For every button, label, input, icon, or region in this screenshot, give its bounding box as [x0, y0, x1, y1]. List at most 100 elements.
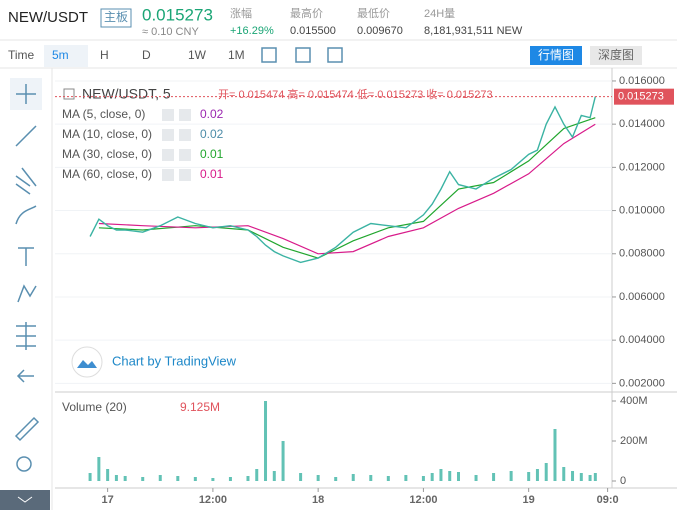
- trendline-tool[interactable]: [15, 125, 37, 147]
- tv-logo: [71, 346, 103, 378]
- collapse-arrow: [17, 496, 33, 503]
- stat-label: 最低价: [357, 7, 390, 20]
- volume-bar: [535, 469, 539, 481]
- compare-icon[interactable]: [261, 47, 277, 63]
- pattern-tool[interactable]: [17, 284, 37, 303]
- y-tick-label: 400M: [620, 395, 648, 407]
- indicator-close[interactable]: [179, 149, 191, 161]
- y-tick-label: 0: [620, 475, 626, 487]
- volume-bar: [158, 475, 162, 481]
- collapse[interactable]: [0, 490, 50, 510]
- volume-bar: [439, 469, 443, 481]
- indicator-value: 0.02: [200, 127, 224, 141]
- volume-bar: [430, 473, 434, 481]
- fib-tool[interactable]: [15, 167, 37, 195]
- volume-bar: [114, 475, 118, 481]
- interval-button[interactable]: H: [100, 48, 109, 62]
- volume-bar: [579, 473, 583, 481]
- prediction-tool[interactable]: [16, 322, 36, 350]
- indicator-name: MA (5, close, 0): [62, 107, 145, 121]
- volume-bar: [456, 472, 460, 481]
- volume-bar: [193, 477, 197, 481]
- view-button[interactable]: 行情图: [538, 48, 574, 62]
- interval-button[interactable]: 1M: [228, 48, 245, 62]
- collapse-box[interactable]: [63, 88, 75, 100]
- indicator-close[interactable]: [179, 129, 191, 141]
- interval-button[interactable]: D: [142, 48, 151, 62]
- back-tool[interactable]: [16, 369, 34, 383]
- indicator-settings[interactable]: [162, 129, 174, 141]
- volume-bar: [369, 475, 373, 481]
- volume-bar: [571, 471, 575, 481]
- time-button[interactable]: Time: [8, 48, 35, 62]
- volume-bar: [351, 474, 355, 481]
- indicator-settings[interactable]: [162, 109, 174, 121]
- indicator-close[interactable]: [179, 109, 191, 121]
- indicator-settings[interactable]: [162, 149, 174, 161]
- ruler-tool[interactable]: [14, 416, 40, 442]
- volume-bar: [141, 477, 145, 481]
- volume-value: 9.125M: [180, 400, 220, 414]
- y-tick-label: 0.016000: [619, 75, 665, 87]
- indicator-icon[interactable]: [295, 47, 311, 63]
- crosshair-tool[interactable]: [16, 84, 36, 104]
- volume-bar: [88, 473, 92, 481]
- tv-logo-mark: [77, 360, 97, 368]
- volume-bar: [404, 475, 408, 481]
- y-tick-label: 0.002000: [619, 377, 665, 389]
- volume-bar: [334, 477, 338, 481]
- volume-bar: [593, 473, 597, 481]
- interval-button[interactable]: 1W: [188, 48, 207, 62]
- y-tick-label: 0.006000: [619, 291, 665, 303]
- x-tick-label: 12:00: [409, 494, 437, 506]
- volume-bar: [97, 457, 101, 481]
- view-inactive[interactable]: [590, 46, 642, 65]
- y-tick-label: 200M: [620, 435, 648, 447]
- volume-bar: [421, 476, 425, 481]
- volume-bar: [106, 469, 110, 481]
- indicator-value: 0.01: [200, 147, 224, 161]
- last-price: 0.015273: [142, 5, 213, 24]
- screenshot-icon[interactable]: [327, 47, 343, 63]
- volume-bar: [299, 473, 303, 481]
- y-tick-label: 0.014000: [619, 118, 665, 130]
- x-tick-label: 09:0: [597, 494, 619, 506]
- watermark[interactable]: Chart by TradingView: [112, 353, 237, 368]
- board-badge: [100, 8, 132, 28]
- indicator-value: 0.02: [200, 107, 224, 121]
- volume-bar: [509, 471, 513, 481]
- indicator-name: MA (10, close, 0): [62, 127, 152, 141]
- indicator-close[interactable]: [179, 169, 191, 181]
- volume-bar: [527, 472, 531, 481]
- view-button[interactable]: 深度图: [598, 47, 634, 62]
- ohlc: 开= 0.015474 高= 0.015474 低= 0.015273 收= 0…: [218, 87, 493, 101]
- stat-value: +16.29%: [230, 25, 274, 37]
- interval-button[interactable]: 5m: [52, 48, 69, 62]
- brush-tool[interactable]: [15, 205, 37, 225]
- indicator-settings[interactable]: [162, 169, 174, 181]
- volume-bar: [228, 477, 232, 481]
- volume-bar: [492, 473, 496, 481]
- price-tag: [614, 88, 674, 105]
- view-active[interactable]: [530, 46, 582, 65]
- volume-bar: [255, 469, 259, 481]
- volume-title: Volume (20): [62, 400, 127, 414]
- volume-bar: [386, 476, 390, 481]
- volume-bar: [176, 476, 180, 481]
- stat-value: 8,181,931,511 NEW: [424, 25, 523, 37]
- x-tick-label: 19: [523, 494, 535, 506]
- zoom-tool[interactable]: [16, 456, 32, 472]
- volume-bar: [272, 471, 276, 481]
- indicator-name: MA (60, close, 0): [62, 167, 152, 181]
- volume-bar: [246, 476, 250, 481]
- indicator-value: 0.01: [200, 167, 224, 181]
- stat-value: 0.015500: [290, 25, 336, 37]
- stat-value: 0.009670: [357, 25, 403, 37]
- text-tool[interactable]: [18, 247, 34, 266]
- indicator-name: MA (30, close, 0): [62, 147, 152, 161]
- y-tick-label: 0.012000: [619, 161, 665, 173]
- y-tick-label: 0.004000: [619, 334, 665, 346]
- symbol: NEW/USDT: [8, 9, 88, 26]
- volume-bar: [474, 475, 478, 481]
